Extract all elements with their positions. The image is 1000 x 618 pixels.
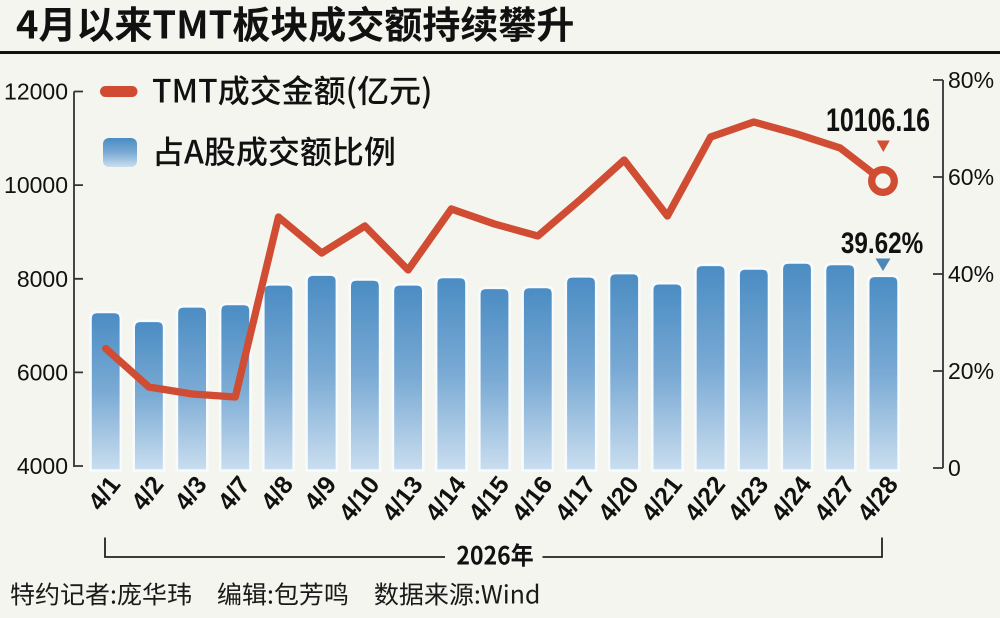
svg-text:6000: 6000 bbox=[17, 359, 68, 385]
svg-text:12000: 12000 bbox=[4, 79, 68, 105]
svg-text:0: 0 bbox=[948, 455, 961, 481]
svg-text:80%: 80% bbox=[948, 67, 994, 93]
svg-text:10000: 10000 bbox=[4, 172, 68, 198]
svg-text:10106.16: 10106.16 bbox=[826, 103, 930, 139]
svg-text:8000: 8000 bbox=[17, 266, 68, 292]
svg-text:60%: 60% bbox=[948, 164, 994, 190]
svg-text:4000: 4000 bbox=[17, 453, 68, 479]
svg-text:39.62%: 39.62% bbox=[841, 226, 923, 260]
svg-text:20%: 20% bbox=[948, 358, 994, 384]
svg-text:40%: 40% bbox=[948, 261, 994, 287]
